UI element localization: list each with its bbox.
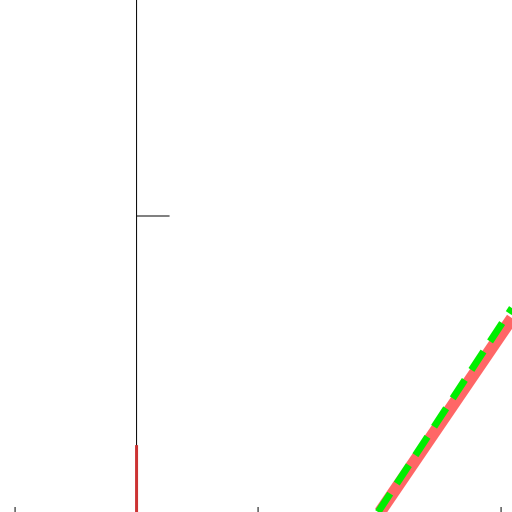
series-line [375, 306, 512, 512]
